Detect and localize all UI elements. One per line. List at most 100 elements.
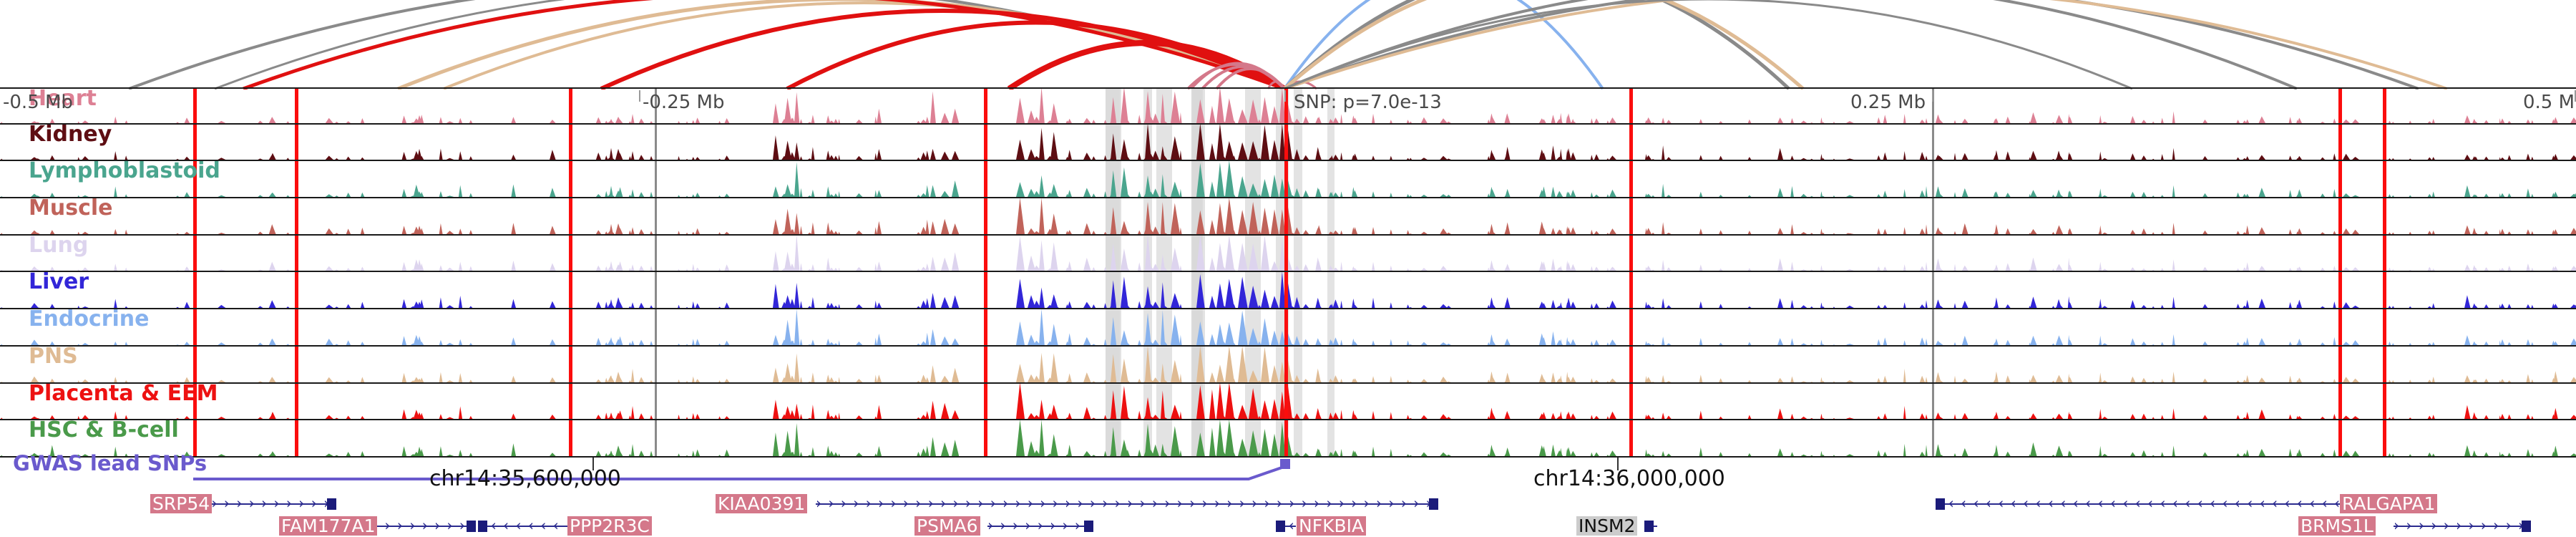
gene-body[interactable]: ‹‹ bbox=[1644, 516, 1657, 536]
snp-marker-line bbox=[569, 235, 572, 271]
gene-body[interactable]: ››››››››› bbox=[987, 516, 1093, 536]
loop-arc bbox=[1283, 0, 1790, 90]
highlight-band bbox=[1327, 309, 1335, 345]
coordinate-and-gene-panel: GWAS lead SNPs chr14:35,600,000 chr14:36,… bbox=[0, 451, 2576, 537]
loop-arc bbox=[243, 0, 1285, 90]
snp-marker-line bbox=[1284, 346, 1288, 382]
gene-body[interactable]: ‹‹‹‹‹‹‹ bbox=[478, 516, 567, 536]
snp-marker-line bbox=[984, 420, 987, 456]
snp-marker-line bbox=[984, 383, 987, 420]
axis-tick bbox=[1932, 90, 1933, 102]
gene-strand-arrows: ››››››››››››››››››››››››››››››››››››››››… bbox=[816, 495, 1438, 512]
gray-marker-line bbox=[655, 235, 657, 271]
signal-track-kidney[interactable]: Kidney bbox=[0, 124, 2576, 162]
gene-label[interactable]: BRMS1L bbox=[2298, 516, 2376, 536]
gene-exon bbox=[478, 521, 487, 532]
gene-body[interactable]: ››››››››› bbox=[372, 516, 476, 536]
snp-marker-line bbox=[2338, 235, 2342, 271]
snp-marker-line bbox=[295, 309, 298, 345]
gene-exon bbox=[1644, 521, 1654, 532]
snp-marker-line bbox=[984, 346, 987, 382]
snp-marker-line bbox=[1629, 161, 1633, 198]
signal-track-hsc-b-cell[interactable]: HSC & B-cell bbox=[0, 420, 2576, 458]
signal-track-liver[interactable]: Liver bbox=[0, 272, 2576, 310]
snp-marker-line bbox=[1284, 88, 1288, 123]
gene-label[interactable]: FAM177A1 bbox=[279, 516, 378, 536]
gene-label[interactable]: RALGAPA1 bbox=[2340, 494, 2438, 513]
loop-arc bbox=[1284, 0, 2448, 90]
gwas-lead-snp-marker[interactable] bbox=[1280, 459, 1290, 469]
gene-label[interactable]: INSM2 bbox=[1576, 516, 1638, 536]
gene-intron-line bbox=[987, 526, 1093, 527]
gene-label[interactable]: PSMA6 bbox=[914, 516, 980, 536]
gray-marker-line bbox=[1932, 420, 1934, 456]
gene-body[interactable]: ››››››››››››››››››››››››››››››››››››››››… bbox=[816, 494, 1438, 513]
snp-marker-line bbox=[569, 88, 572, 123]
gene-body[interactable]: ‹‹‹‹‹‹‹‹‹‹‹‹‹‹‹‹‹‹‹‹‹‹‹‹‹‹‹‹‹‹‹‹‹ bbox=[1936, 494, 2340, 513]
track-label: Kidney bbox=[29, 124, 112, 147]
signal-track-heart[interactable]: Heart bbox=[0, 87, 2576, 125]
signal-profile bbox=[0, 420, 2576, 456]
highlight-band bbox=[1327, 161, 1335, 198]
signal-track-muscle[interactable]: Muscle bbox=[0, 198, 2576, 236]
snp-marker-line bbox=[2383, 272, 2386, 309]
signal-profile bbox=[0, 346, 2576, 382]
highlight-band bbox=[1294, 198, 1302, 234]
gene-intron-line bbox=[1276, 526, 1296, 527]
loop-arc bbox=[1267, 80, 1286, 90]
signal-track-endocrine[interactable]: Endocrine bbox=[0, 309, 2576, 347]
snp-marker-line bbox=[2338, 198, 2342, 234]
gene-body[interactable]: ››››››››››› bbox=[199, 494, 336, 513]
snp-marker-line bbox=[295, 420, 298, 456]
chromatin-loop-arcs bbox=[128, 0, 2448, 90]
gene-label[interactable]: PPP2R3C bbox=[567, 516, 652, 536]
gene-label[interactable]: SRP54 bbox=[150, 494, 213, 513]
gene-label[interactable]: KIAA0391 bbox=[716, 494, 808, 513]
signal-profile bbox=[0, 88, 2576, 123]
gray-marker-line bbox=[1932, 346, 1934, 382]
gene-label[interactable]: NFKBIA bbox=[1297, 516, 1367, 536]
signal-area bbox=[0, 198, 2576, 234]
track-label: Lymphoblastoid bbox=[29, 161, 220, 184]
signal-track-lymphoblastoid[interactable]: Lymphoblastoid bbox=[0, 161, 2576, 199]
gwas-connector-path bbox=[193, 464, 1289, 480]
gene-exon bbox=[2522, 521, 2531, 532]
highlight-band bbox=[1294, 161, 1302, 198]
gray-marker-line bbox=[1932, 309, 1934, 345]
highlight-band bbox=[1156, 309, 1172, 345]
signal-tracks: Heart Kidney Lymphoblastoid Muscle Lung Liver… bbox=[0, 87, 2576, 458]
snp-marker-line bbox=[984, 235, 987, 271]
track-label: Liver bbox=[29, 272, 89, 295]
snp-marker-line bbox=[2383, 383, 2386, 420]
snp-marker-line bbox=[984, 198, 987, 234]
signal-track-pns[interactable]: PNS bbox=[0, 346, 2576, 384]
snp-marker-line bbox=[1284, 383, 1288, 420]
signal-profile bbox=[0, 124, 2576, 160]
signal-area bbox=[0, 235, 2576, 271]
snp-marker-line bbox=[2383, 346, 2386, 382]
gene-exon bbox=[1936, 498, 1945, 510]
gene-body[interactable]: ‹‹ bbox=[1276, 516, 1296, 536]
signal-track-placenta-eem[interactable]: Placenta & EEM bbox=[0, 383, 2576, 421]
snp-marker-line bbox=[193, 88, 197, 123]
signal-track-lung[interactable]: Lung bbox=[0, 235, 2576, 273]
snp-marker-line bbox=[193, 161, 197, 198]
axis-tick bbox=[639, 90, 640, 102]
highlight-band bbox=[1294, 235, 1302, 271]
gene-body[interactable]: ››››››››››› bbox=[2394, 516, 2531, 536]
gray-marker-line bbox=[1932, 235, 1934, 271]
axis-label: SNP: p=7.0e-13 bbox=[1294, 92, 1442, 113]
highlight-band bbox=[1327, 89, 1335, 123]
coordinate-tick bbox=[592, 458, 594, 470]
snp-marker-line bbox=[295, 198, 298, 234]
snp-marker-line bbox=[295, 161, 298, 198]
signal-area bbox=[0, 124, 2576, 160]
snp-marker-line bbox=[295, 383, 298, 420]
track-label: Endocrine bbox=[29, 309, 150, 332]
highlight-band bbox=[1156, 383, 1172, 420]
snp-marker-line bbox=[2383, 161, 2386, 198]
gene-exon bbox=[1084, 521, 1093, 532]
snp-marker-line bbox=[984, 88, 987, 123]
snp-marker-line bbox=[2338, 272, 2342, 309]
gwas-lead-snps-label: GWAS lead SNPs bbox=[13, 451, 208, 475]
